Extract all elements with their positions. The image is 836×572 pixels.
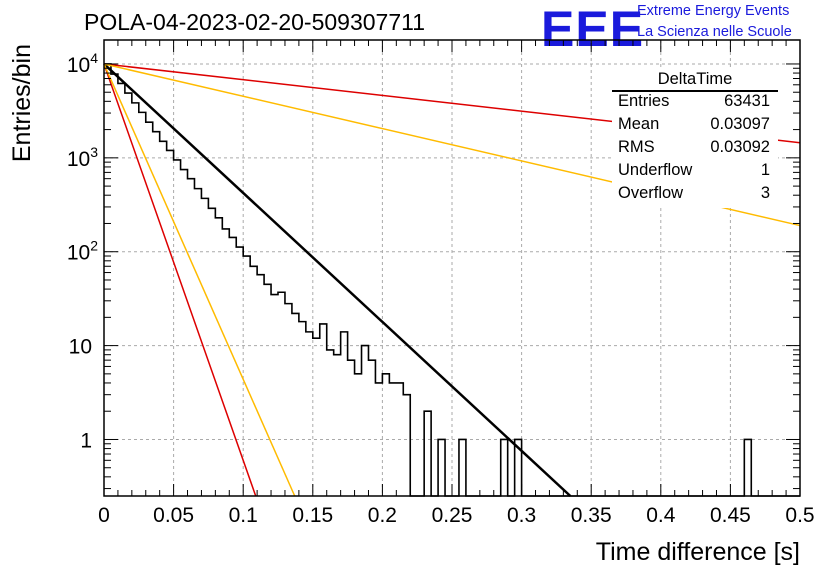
stats-key: RMS — [618, 138, 655, 156]
x-tick-label: 0.15 — [292, 504, 333, 527]
stats-value: 0.03097 — [710, 115, 770, 133]
stats-value: 3 — [760, 184, 770, 202]
x-tick-label: 0.1 — [229, 504, 258, 527]
y-axis-ticks: 1 10 102 103 104 — [67, 50, 800, 490]
x-tick-label: 0.5 — [785, 504, 814, 527]
eee-logo: EEE — [541, 1, 645, 57]
x-tick-label: 0.2 — [368, 504, 397, 527]
x-tick-label: 0.4 — [646, 504, 676, 527]
chart-title: POLA-04-2023-02-20-509307711 — [84, 9, 425, 35]
x-tick-label: 0.25 — [432, 504, 473, 527]
stats-row-underflow: Underflow 1 — [618, 161, 770, 183]
stats-key: Underflow — [618, 161, 693, 179]
x-tick-label: 0.3 — [507, 504, 536, 527]
y-axis-label: Entries/bin — [8, 44, 36, 162]
logo-subtitle-1: Extreme Energy Events — [637, 3, 790, 19]
stats-value: 0.03092 — [710, 138, 770, 156]
y-tick-label: 102 — [67, 238, 98, 265]
y-tick-label: 103 — [67, 144, 98, 171]
y-tick-label: 104 — [67, 50, 98, 77]
x-axis-label: Time difference [s] — [596, 538, 800, 566]
stats-value: 1 — [760, 161, 770, 179]
logo-subtitle-2: La Scienza nelle Scuole — [637, 24, 792, 40]
stats-title: DeltaTime — [657, 70, 733, 88]
stats-value: 63431 — [724, 92, 770, 110]
stats-row-rms: RMS 0.03092 — [618, 138, 770, 160]
x-tick-label: 0.45 — [710, 504, 751, 527]
x-tick-label: 0.05 — [153, 504, 194, 527]
stats-row-overflow: Overflow 3 — [618, 184, 770, 206]
stats-key: Mean — [618, 115, 660, 133]
stats-row-mean: Mean 0.03097 — [618, 115, 770, 137]
stats-row-entries: Entries 63431 — [618, 92, 770, 114]
fit-line-3 — [103, 63, 257, 497]
y-tick-label: 1 — [80, 429, 92, 452]
x-axis-ticks: 0 0.05 0.1 0.15 0.2 0.25 0.3 0.35 0.4 0.45 0.5 — [98, 40, 815, 527]
fit-line-0 — [103, 63, 572, 497]
stats-box: DeltaTime Entries 63431 Mean 0.03097 RMS… — [612, 70, 778, 208]
stats-title-underline — [612, 90, 778, 92]
x-tick-label: 0.35 — [571, 504, 612, 527]
x-tick-label: 0 — [98, 504, 110, 527]
stats-key: Entries — [618, 92, 670, 110]
grid-lines — [104, 40, 800, 496]
fit-line-4 — [103, 63, 296, 497]
stats-key: Overflow — [618, 184, 684, 202]
y-tick-label: 10 — [69, 336, 92, 359]
